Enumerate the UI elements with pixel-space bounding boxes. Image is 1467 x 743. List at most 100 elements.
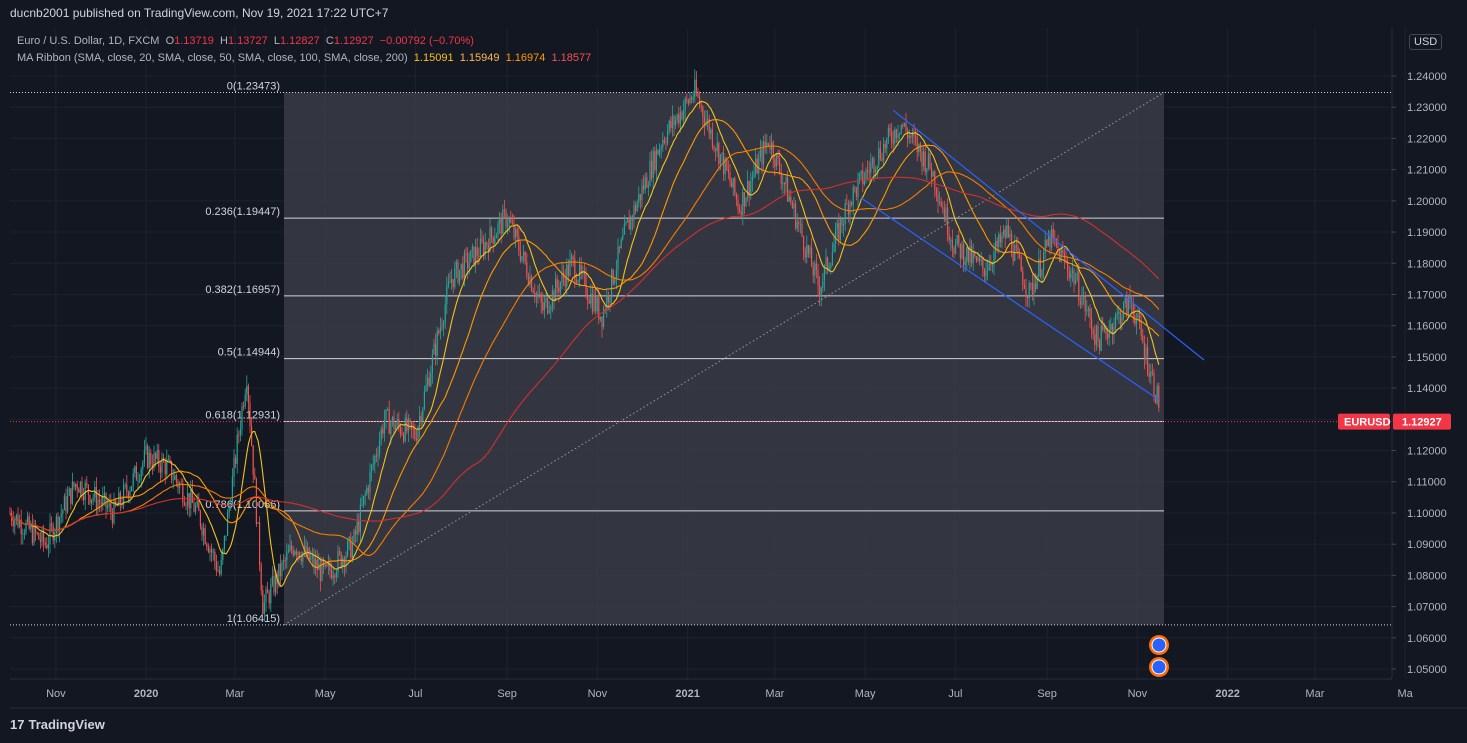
candle-body xyxy=(497,223,499,235)
close-value: 1.12927 xyxy=(333,35,374,47)
candle-body xyxy=(315,559,317,568)
currency-button[interactable]: USD xyxy=(1409,34,1443,50)
candle-body xyxy=(118,492,120,506)
candle-body xyxy=(836,223,838,230)
candle-body xyxy=(382,428,384,434)
candle-body xyxy=(169,459,171,462)
fib-level-label: 0(1.23473) xyxy=(227,80,280,92)
candle-body xyxy=(627,219,629,223)
candle-body xyxy=(67,495,69,512)
candle-body xyxy=(383,420,385,434)
candle-body xyxy=(1134,315,1136,325)
candle-body xyxy=(1070,273,1072,279)
y-axis[interactable]: 1.24000 1.23000 1.22000 1.21000 1.20000 1.190… xyxy=(1392,71,1447,676)
candle-body xyxy=(988,263,990,271)
y-tick-label: 1.21000 xyxy=(1407,165,1447,177)
candle-body xyxy=(1083,295,1085,298)
candle-body xyxy=(1057,245,1059,249)
candle-body xyxy=(31,524,33,544)
candle-body xyxy=(947,207,949,235)
candle-body xyxy=(142,462,144,470)
x-axis[interactable]: Nov 2020 Mar May Jul Sep Nov 2021 Mar May Jul Sep No… xyxy=(46,688,1414,700)
candle-body xyxy=(343,558,345,567)
candle-body xyxy=(1031,283,1033,295)
candle-body xyxy=(412,428,414,430)
candle-body xyxy=(723,152,725,175)
candle-body xyxy=(1084,295,1086,312)
candle-body xyxy=(958,235,960,244)
channel-lower-line[interactable] xyxy=(860,197,1161,402)
candle-body xyxy=(907,130,909,139)
candle-body xyxy=(526,261,528,277)
candle-body xyxy=(267,589,269,594)
candle-body xyxy=(931,168,933,177)
candle-body xyxy=(699,96,701,105)
candle-body xyxy=(422,408,424,422)
candle-body xyxy=(951,239,953,248)
candle-body xyxy=(284,560,286,561)
candle-body xyxy=(457,261,459,283)
candle-body xyxy=(247,386,249,403)
candle-body xyxy=(153,453,155,469)
candle-body xyxy=(299,552,301,558)
candle-body xyxy=(486,242,488,246)
candle-body xyxy=(649,160,651,186)
x-tick-label: May xyxy=(855,688,876,700)
candle-body xyxy=(35,524,37,533)
candle-body xyxy=(961,243,963,259)
candle-body xyxy=(1099,340,1101,351)
candle-body xyxy=(196,500,198,507)
candle-body xyxy=(697,92,699,97)
high-value: 1.13727 xyxy=(227,35,268,47)
candle-body xyxy=(209,549,211,553)
candle-body xyxy=(1047,235,1049,246)
candle-body xyxy=(1036,275,1038,289)
candle-body xyxy=(57,516,59,532)
descending-channel[interactable] xyxy=(860,109,1205,402)
candle-body xyxy=(1089,308,1091,319)
candle-body xyxy=(1094,334,1096,345)
candle-body xyxy=(529,276,531,285)
candle-body xyxy=(1014,245,1016,261)
low-value: 1.12827 xyxy=(279,35,320,47)
candle-body xyxy=(820,287,822,297)
candle-body xyxy=(939,201,941,203)
candle-body xyxy=(558,287,560,293)
candle-body xyxy=(689,98,691,104)
candle-body xyxy=(966,247,968,262)
y-tick-label: 1.15000 xyxy=(1407,352,1447,364)
y-tick-label: 1.11000 xyxy=(1407,477,1446,489)
event-markers[interactable] xyxy=(1149,635,1169,677)
candle-body xyxy=(569,259,571,276)
candle-body xyxy=(239,428,241,435)
candle-body xyxy=(91,499,93,504)
candle-body xyxy=(339,551,341,553)
candle-body xyxy=(327,563,329,567)
fib-trend-line[interactable] xyxy=(283,92,1165,626)
channel-upper-line[interactable] xyxy=(892,109,1205,361)
candle-body xyxy=(863,179,865,185)
candle-body xyxy=(1150,371,1152,377)
candle-body xyxy=(1135,318,1137,325)
candle-body xyxy=(670,121,672,128)
candle-body xyxy=(881,158,883,161)
candle-body xyxy=(819,285,821,297)
candle-body xyxy=(865,169,867,180)
candle-body xyxy=(150,452,152,465)
candle-body xyxy=(1129,295,1131,303)
fib-level-label: 0.382(1.16957) xyxy=(205,284,280,296)
candle-body xyxy=(452,279,454,288)
candle-body xyxy=(140,469,142,480)
candle-body xyxy=(38,533,40,540)
candle-body xyxy=(441,326,443,328)
candle-body xyxy=(510,218,512,223)
candle-body xyxy=(233,457,235,477)
candle-body xyxy=(511,222,513,224)
candle-body xyxy=(419,416,421,428)
candle-body xyxy=(185,505,187,506)
candle-body xyxy=(105,492,107,509)
x-tick-label: Mar xyxy=(225,688,244,700)
candle-body xyxy=(491,227,493,237)
x-tick-label: 2021 xyxy=(675,688,699,700)
